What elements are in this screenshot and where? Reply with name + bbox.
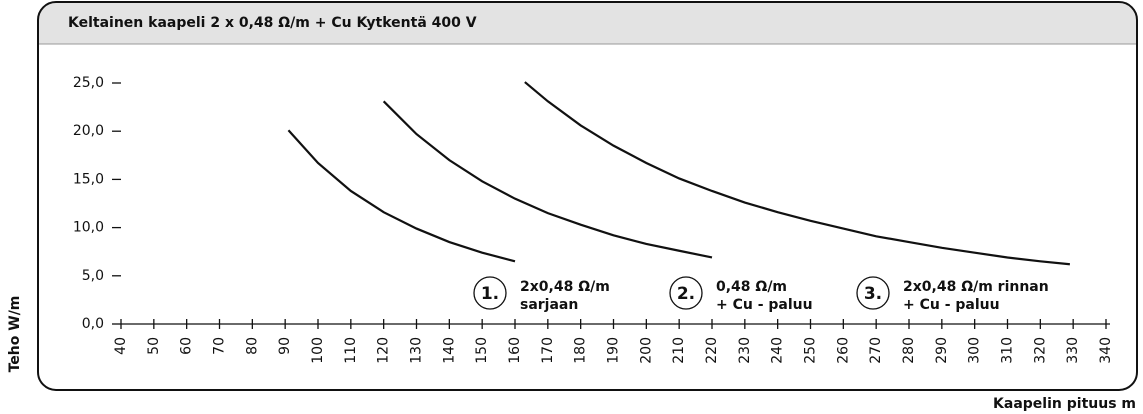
x-tick-label: 300 xyxy=(967,337,983,364)
label-text: 0,48 Ω/m xyxy=(716,279,787,295)
x-tick-label: 120 xyxy=(376,337,392,364)
x-tick-label: 320 xyxy=(1032,337,1048,364)
label-number: 2. xyxy=(677,284,695,304)
curve xyxy=(524,81,1070,266)
label-circle xyxy=(669,276,703,310)
x-tick-label: 220 xyxy=(704,337,720,364)
y-tick-label: 15,0 xyxy=(73,171,104,187)
label-circle xyxy=(856,276,890,310)
x-tick-label: 50 xyxy=(146,337,162,355)
label-circle xyxy=(473,276,507,310)
x-axis-label: Kaapelin pituus m xyxy=(993,396,1136,412)
x-tick-label: 170 xyxy=(540,337,556,364)
y-tick-label: 25,0 xyxy=(73,75,104,91)
x-tick-label: 70 xyxy=(212,337,228,355)
x-tick-label: 180 xyxy=(573,337,589,364)
label-text: sarjaan xyxy=(520,297,578,313)
label-number: 3. xyxy=(864,284,882,304)
x-tick-label: 230 xyxy=(737,337,753,364)
header-band xyxy=(38,2,1137,44)
x-tick-label: 190 xyxy=(606,337,622,364)
x-tick-label: 250 xyxy=(803,337,819,364)
x-tick-label: 310 xyxy=(1000,337,1016,364)
x-tick-label: 290 xyxy=(934,337,950,364)
x-tick-label: 60 xyxy=(179,337,195,355)
x-tick-label: 140 xyxy=(441,337,457,364)
curve xyxy=(287,129,516,263)
chart-title: Keltainen kaapeli 2 x 0,48 Ω/m + Cu Kytk… xyxy=(68,15,477,31)
x-tick-label: 280 xyxy=(901,337,917,364)
y-tick-label: 5,0 xyxy=(82,268,104,284)
x-tick-label: 240 xyxy=(770,337,786,364)
x-tick-label: 150 xyxy=(474,337,490,364)
label-text: + Cu - paluu xyxy=(903,297,1000,313)
x-tick-label: 330 xyxy=(1065,337,1081,364)
x-tick-label: 340 xyxy=(1098,337,1114,364)
x-tick-label: 90 xyxy=(277,337,293,355)
label-text: 2x0,48 Ω/m xyxy=(520,279,610,295)
label-text: 2x0,48 Ω/m rinnan xyxy=(903,279,1049,295)
x-tick-label: 260 xyxy=(835,337,851,364)
y-tick-label: 0,0 xyxy=(82,316,104,332)
x-tick-label: 40 xyxy=(113,337,129,355)
x-tick-label: 130 xyxy=(409,337,425,364)
frame xyxy=(37,1,1138,391)
x-tick-label: 270 xyxy=(868,337,884,364)
y-tick-label: 10,0 xyxy=(73,220,104,236)
x-tick-label: 110 xyxy=(343,337,359,364)
x-tick-label: 210 xyxy=(671,337,687,364)
label-number: 1. xyxy=(481,284,499,304)
x-tick-label: 80 xyxy=(244,337,260,355)
label-text: + Cu - paluu xyxy=(716,297,813,313)
y-tick-label: 20,0 xyxy=(73,123,104,139)
y-axis-label: Teho W/m xyxy=(7,296,23,373)
x-tick-label: 160 xyxy=(507,337,523,364)
x-tick-label: 200 xyxy=(638,337,654,364)
curve xyxy=(382,100,713,259)
x-tick-label: 100 xyxy=(310,337,326,364)
